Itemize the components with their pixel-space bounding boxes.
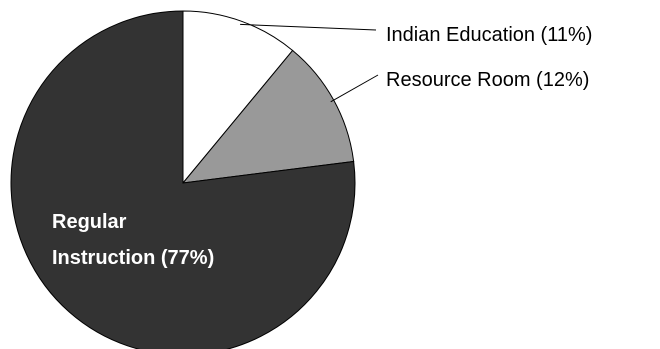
slice-label-3-line-2: Instruction (77%) (52, 247, 214, 269)
slice-label-1: Indian Education (11%) (386, 24, 592, 46)
leader-line-2 (330, 74, 379, 103)
slice-label-2: Resource Room (12%) (386, 69, 589, 91)
leader-line-1 (240, 23, 377, 31)
pie-slice-3 (10, 10, 356, 349)
pie-slices (10, 10, 356, 349)
slice-label-3-line-1: Regular (52, 211, 127, 233)
pie-slice-1 (182, 10, 294, 185)
slice-label-3: Regular Instruction (77%) (52, 211, 214, 269)
slice-labels: Indian Education (11%) Resource Room (12%… (52, 24, 592, 269)
leader-lines (240, 23, 379, 103)
